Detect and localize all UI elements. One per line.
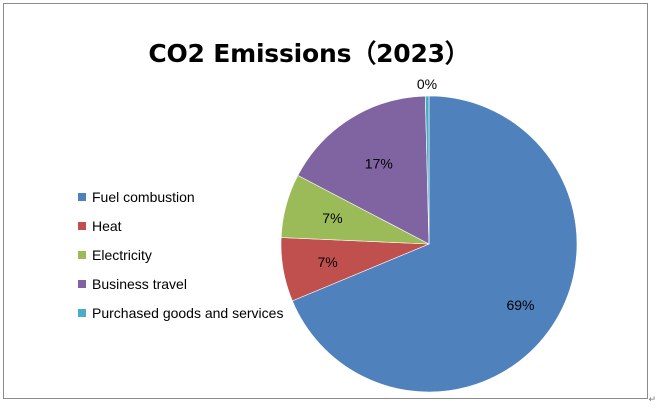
- legend-swatch: [78, 221, 86, 230]
- legend-swatch: [78, 250, 86, 259]
- data-label: 0%: [417, 76, 437, 92]
- legend-item: Electricity: [78, 240, 283, 269]
- pie-slice-business-travel: [297, 95, 430, 245]
- legend-label: Heat: [92, 217, 122, 234]
- legend-item: Purchased goods and services: [78, 298, 283, 327]
- legend-label: Business travel: [92, 275, 187, 292]
- legend-swatch: [78, 308, 86, 317]
- pie-slice-purchased-goods-and-services: [424, 95, 430, 245]
- legend-label: Fuel combustion: [92, 188, 195, 205]
- legend-swatch: [78, 192, 86, 201]
- legend-item: Heat: [78, 211, 283, 240]
- legend-item: Fuel combustion: [78, 182, 283, 211]
- legend-label: Purchased goods and services: [92, 304, 284, 321]
- legend-swatch: [78, 279, 86, 288]
- chart-title: CO2 Emissions（2023）: [148, 39, 470, 68]
- legend-item: Business travel: [78, 269, 283, 298]
- data-label: 7%: [317, 254, 337, 270]
- return-mark-icon: ↵: [648, 394, 656, 404]
- data-label: 17%: [365, 155, 393, 171]
- pie-slice-fuel-combustion: [291, 95, 578, 393]
- legend: Fuel combustion Heat Electricity Business t…: [78, 182, 283, 327]
- data-label: 69%: [506, 297, 534, 313]
- legend-label: Electricity: [92, 246, 152, 263]
- data-label: 7%: [322, 210, 342, 226]
